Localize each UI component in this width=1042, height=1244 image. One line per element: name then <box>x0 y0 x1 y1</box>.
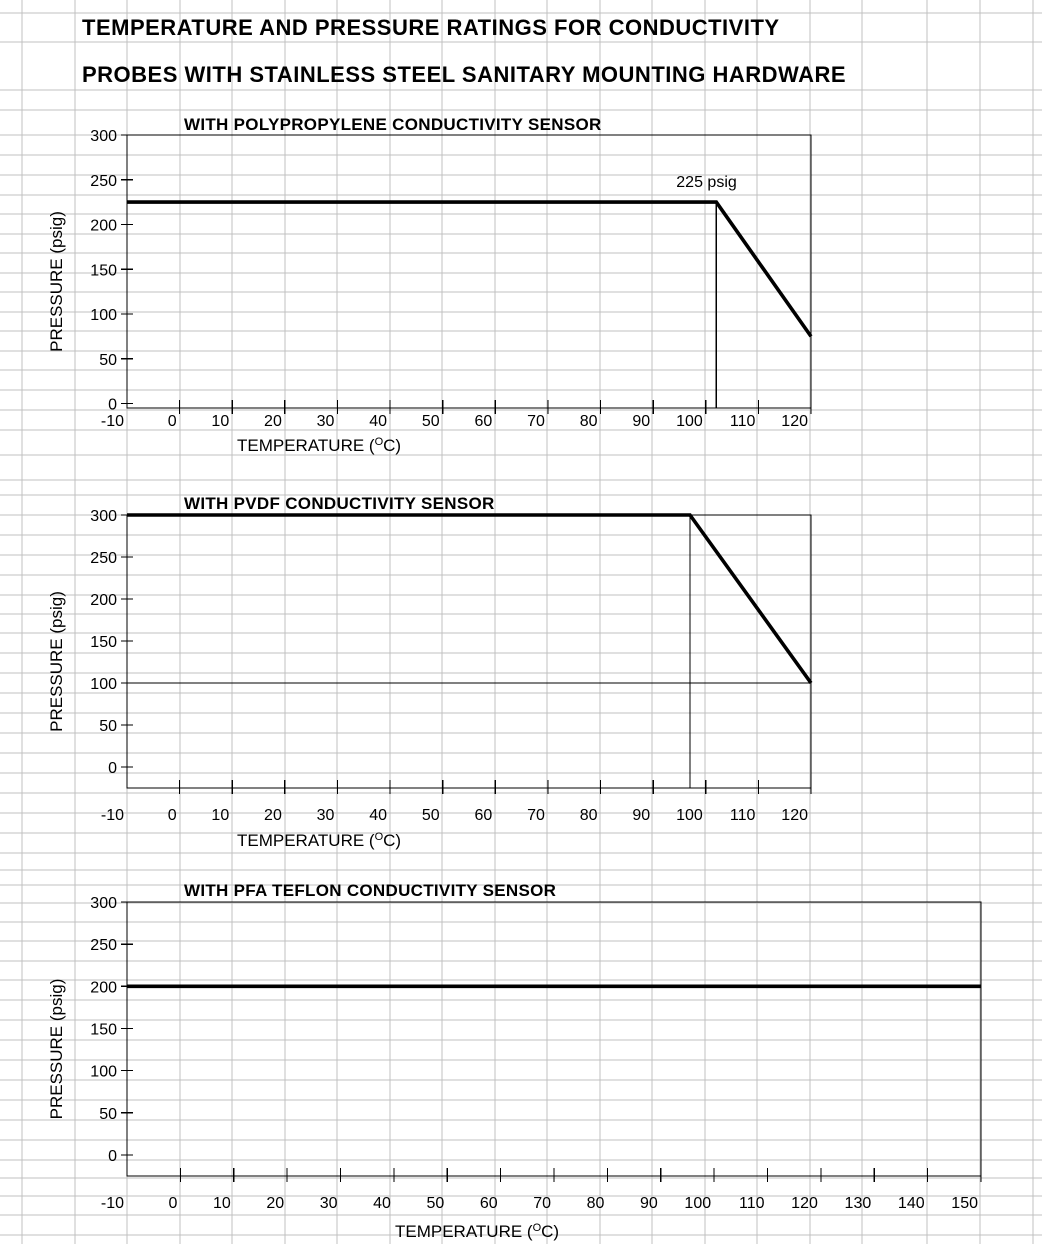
x-tick-label: 90 <box>640 1195 658 1212</box>
y-tick-label: 100 <box>90 1064 117 1081</box>
x-tick-label: 100 <box>676 413 703 430</box>
page-title-line-1: TEMPERATURE AND PRESSURE RATINGS FOR CON… <box>82 15 780 40</box>
x-tick-label: 10 <box>211 807 229 824</box>
x-tick-label: 100 <box>684 1195 711 1212</box>
x-tick-label: 130 <box>845 1195 872 1212</box>
y-tick-label: 250 <box>90 937 117 954</box>
pressure-rating-line <box>127 200 813 338</box>
x-tick-label: 40 <box>369 807 387 824</box>
x-tick-label: 0 <box>168 807 177 824</box>
page-title-line-2: PROBES WITH STAINLESS STEEL SANITARY MOU… <box>82 62 846 87</box>
x-tick-label: 80 <box>580 413 598 430</box>
x-axis-title: TEMPERATURE (OC) <box>237 831 401 850</box>
x-tick-label: 150 <box>951 1195 978 1212</box>
x-tick-label: 60 <box>475 807 493 824</box>
y-tick-label: 300 <box>90 128 117 145</box>
x-tick-label: 100 <box>676 807 703 824</box>
y-tick-label: 200 <box>90 592 117 609</box>
x-tick-label: 0 <box>168 413 177 430</box>
y-tick-label: 200 <box>90 218 117 235</box>
y-axis-title: PRESSURE (psig) <box>47 591 66 732</box>
plot-frame <box>126 901 982 1177</box>
x-tick-label: 20 <box>264 807 282 824</box>
x-tick-label: 0 <box>168 1195 177 1212</box>
x-tick-label: 120 <box>781 413 808 430</box>
x-tick-label: 60 <box>480 1195 498 1212</box>
pressure-rating-line <box>127 513 813 685</box>
x-tick-label: 40 <box>369 413 387 430</box>
y-tick-label: 50 <box>99 1106 117 1123</box>
x-tick-label: 70 <box>533 1195 551 1212</box>
plot-frame <box>126 514 812 789</box>
annotation-label: 225 psig <box>676 174 737 191</box>
chart-pfa-teflon: WITH PFA TEFLON CONDUCTIVITY SENSOR 0 50 10… <box>47 881 982 1241</box>
x-tick-label: 50 <box>426 1195 444 1212</box>
x-tick-label: 120 <box>781 807 808 824</box>
y-tick-label: 200 <box>90 979 117 996</box>
x-tick-label: -10 <box>101 413 124 430</box>
chart-polypropylene: WITH POLYPROPYLENE CONDUCTIVITY SENSOR 0 5… <box>47 115 813 455</box>
y-axis-title: PRESSURE (psig) <box>47 211 66 352</box>
y-tick-label: 0 <box>108 760 117 777</box>
x-tick-label: 60 <box>475 413 493 430</box>
x-tick-label: 120 <box>791 1195 818 1212</box>
y-tick-label: 50 <box>99 718 117 735</box>
y-tick-label: 150 <box>90 634 117 651</box>
x-tick-label: 30 <box>317 413 335 430</box>
y-tick-label: 150 <box>90 1021 117 1038</box>
x-tick-label: 90 <box>632 413 650 430</box>
x-tick-label: 30 <box>317 807 335 824</box>
x-tick-label: 110 <box>730 413 756 430</box>
chart-pvdf: WITH PVDF CONDUCTIVITY SENSOR05010015020… <box>47 494 813 850</box>
chart-title: WITH PFA TEFLON CONDUCTIVITY SENSOR <box>184 881 556 900</box>
x-tick-label: 80 <box>580 807 598 824</box>
x-tick-label: 40 <box>373 1195 391 1212</box>
chart-title: WITH POLYPROPYLENE CONDUCTIVITY SENSOR <box>184 115 602 134</box>
x-axis-title: TEMPERATURE (OC) <box>395 1222 559 1241</box>
x-tick-label: 70 <box>527 413 545 430</box>
x-tick-label: 50 <box>422 413 440 430</box>
x-tick-label: 10 <box>213 1195 231 1212</box>
y-tick-label: 250 <box>90 173 117 190</box>
x-tick-label: 80 <box>587 1195 605 1212</box>
y-tick-label: 250 <box>90 550 117 567</box>
x-tick-label: 140 <box>898 1195 925 1212</box>
x-tick-label: -10 <box>101 1195 124 1212</box>
x-tick-label: 110 <box>730 807 756 824</box>
y-tick-label: 150 <box>90 262 117 279</box>
x-tick-label: 90 <box>632 807 650 824</box>
x-tick-label: 30 <box>320 1195 338 1212</box>
x-tick-label: 20 <box>264 413 282 430</box>
y-axis-title: PRESSURE (psig) <box>47 979 66 1120</box>
x-axis-title: TEMPERATURE (OC) <box>237 436 401 455</box>
y-tick-label: 50 <box>99 352 117 369</box>
x-tick-label: 110 <box>739 1195 765 1212</box>
y-tick-label: 300 <box>90 508 117 525</box>
y-tick-label: 0 <box>108 397 117 414</box>
x-tick-label: 10 <box>211 413 229 430</box>
x-tick-label: -10 <box>101 807 124 824</box>
y-tick-label: 300 <box>90 895 117 912</box>
x-tick-label: 70 <box>527 807 545 824</box>
y-tick-label: 0 <box>108 1148 117 1165</box>
chart-title: WITH PVDF CONDUCTIVITY SENSOR <box>184 494 495 513</box>
x-tick-label: 20 <box>266 1195 284 1212</box>
y-tick-label: 100 <box>90 307 117 324</box>
x-tick-label: 50 <box>422 807 440 824</box>
y-tick-label: 100 <box>90 676 117 693</box>
